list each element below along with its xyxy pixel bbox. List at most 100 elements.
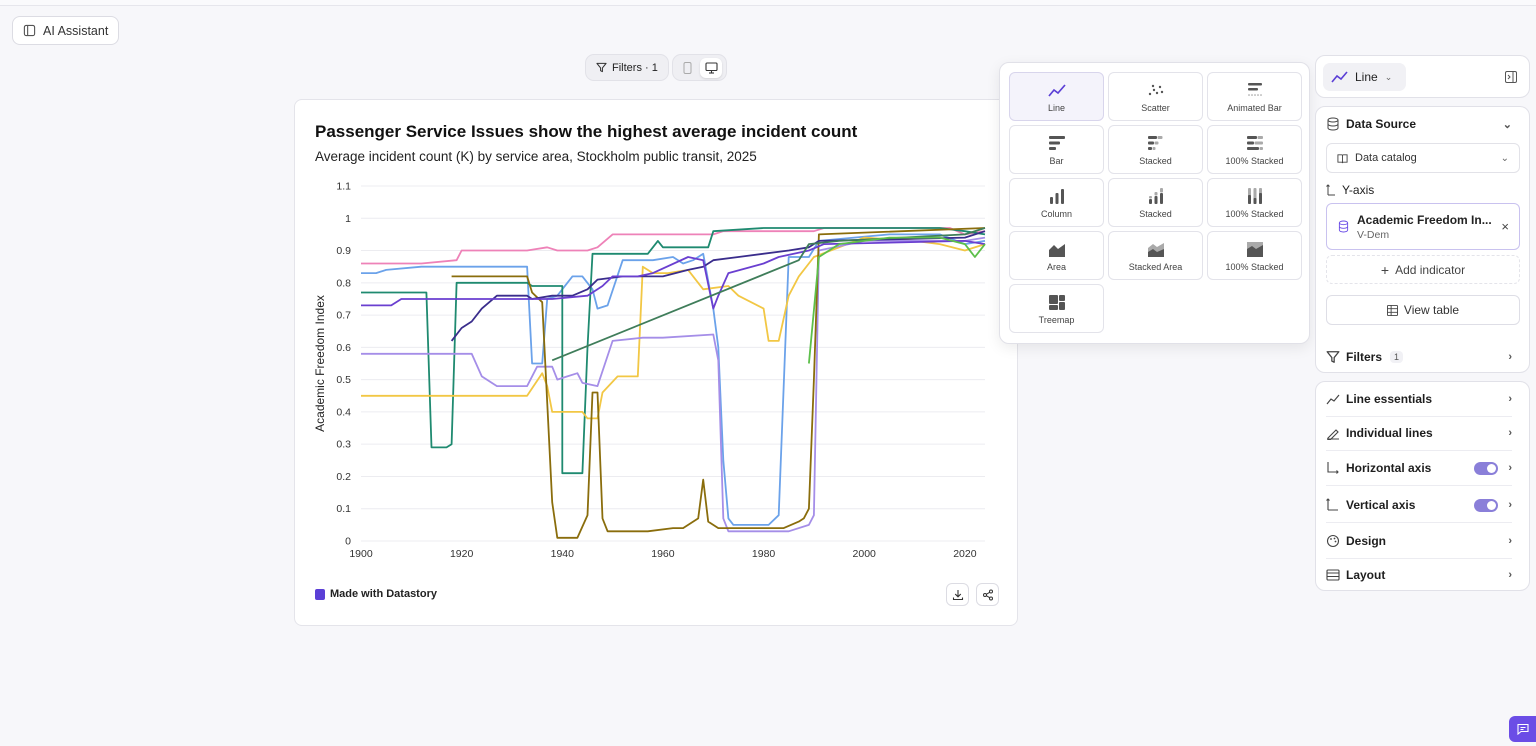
- filters-row[interactable]: Filters 1 ›: [1316, 348, 1522, 366]
- chart-type-100-stacked-option[interactable]: 100% Stacked: [1207, 231, 1302, 280]
- remove-indicator-icon[interactable]: ×: [1501, 219, 1509, 234]
- indicator-card[interactable]: Academic Freedom In... V-Dem ×: [1326, 203, 1520, 250]
- filter-icon: [596, 62, 607, 73]
- brand-badge[interactable]: Made with Datastory: [315, 588, 437, 600]
- chevron-right-icon: ›: [1508, 462, 1512, 474]
- filters-label: Filters · 1: [612, 61, 658, 74]
- series-line-1[interactable]: [361, 227, 986, 265]
- x-tick-label: 1980: [752, 548, 776, 560]
- add-indicator-button[interactable]: + Add indicator: [1326, 255, 1520, 284]
- section-label: Horizontal axis: [1346, 461, 1432, 475]
- chart-type-100-stacked-option[interactable]: 100% Stacked: [1207, 178, 1302, 227]
- line-essentials-icon: [1326, 394, 1340, 405]
- mobile-view-button[interactable]: [677, 58, 699, 78]
- filters-button[interactable]: Filters · 1: [585, 54, 669, 81]
- data-source-header[interactable]: Data Source ⌄: [1316, 115, 1522, 133]
- series-line-3[interactable]: [361, 227, 986, 475]
- section-label: Vertical axis: [1346, 498, 1416, 512]
- animated-bar-icon: [1248, 83, 1262, 96]
- y-tick-label: 0.4: [336, 406, 351, 418]
- section-toggle[interactable]: [1474, 461, 1498, 475]
- section-line-essentials[interactable]: Line essentials ›: [1316, 390, 1522, 408]
- chart-type-line-option[interactable]: Line: [1009, 72, 1104, 121]
- filters-row-label: Filters: [1346, 350, 1383, 364]
- share-icon: [982, 589, 993, 600]
- chart-type-stacked-area-option[interactable]: Stacked Area: [1108, 231, 1203, 280]
- section-label: Layout: [1346, 568, 1386, 582]
- chart-type-column-option[interactable]: Column: [1009, 178, 1104, 227]
- vertical-axis-icon: [1326, 184, 1335, 196]
- series-line-10[interactable]: [808, 236, 986, 364]
- chevron-right-icon: ›: [1508, 351, 1512, 363]
- data-catalog-select[interactable]: Data catalog ⌄: [1326, 143, 1520, 173]
- filter-icon: [1326, 351, 1340, 363]
- x-tick-label: 1900: [349, 548, 373, 560]
- layout-icon: [1326, 569, 1340, 581]
- view-table-label: View table: [1403, 303, 1460, 317]
- section-design[interactable]: Design ›: [1316, 532, 1522, 550]
- section-vertical-axis[interactable]: Vertical axis ›: [1316, 496, 1522, 514]
- series-line-5[interactable]: [361, 236, 986, 533]
- stacked-column-icon: [1149, 188, 1163, 204]
- database-icon: [1338, 220, 1349, 233]
- chart-type-label: Stacked Area: [1128, 262, 1183, 272]
- section-individual-lines[interactable]: Individual lines ›: [1316, 424, 1522, 442]
- section-toggle[interactable]: [1474, 498, 1498, 512]
- chart-type-bar-option[interactable]: Bar: [1009, 125, 1104, 174]
- chart-type-treemap-option[interactable]: Treemap: [1009, 284, 1104, 333]
- chevron-right-icon: ›: [1508, 393, 1512, 405]
- chart-type-100-stacked-option[interactable]: 100% Stacked: [1207, 125, 1302, 174]
- chart-type-popup: Line Scatter Animated Bar Bar Stacked 100% St…: [999, 62, 1310, 344]
- ai-assistant-button[interactable]: AI Assistant: [12, 16, 120, 45]
- divider: [1326, 485, 1512, 486]
- series-line-8[interactable]: [361, 240, 986, 310]
- stacked-100-column-icon: [1248, 188, 1262, 204]
- feedback-button[interactable]: [1509, 716, 1536, 742]
- chart-type-label: 100% Stacked: [1225, 209, 1284, 219]
- chart-card: Passenger Service Issues show the highes…: [294, 99, 1018, 626]
- add-indicator-label: Add indicator: [1395, 262, 1466, 277]
- collapse-panel-icon[interactable]: [1505, 71, 1517, 83]
- chevron-down-icon: ⌄: [1502, 118, 1512, 131]
- y-tick-label: 0.6: [336, 342, 351, 354]
- divider: [1326, 450, 1512, 451]
- series-line-9[interactable]: [551, 227, 986, 362]
- share-button[interactable]: [976, 583, 999, 606]
- download-button[interactable]: [946, 583, 969, 606]
- vertical-axis-icon: [1326, 498, 1338, 511]
- y-tick-label: 1: [345, 213, 351, 225]
- series-line-6[interactable]: [451, 227, 986, 539]
- chart-type-dropdown[interactable]: Line ⌄: [1323, 63, 1406, 91]
- chevron-right-icon: ›: [1508, 569, 1512, 581]
- book-icon: [1337, 153, 1348, 163]
- data-source-label: Data Source: [1346, 117, 1417, 131]
- section-label: Individual lines: [1346, 426, 1433, 440]
- line-chart: 0 0.1 0.2 0.3 0.4 0.5 0.6 0.7 0.8 0.9 1 1.1 1900 1920…: [313, 181, 986, 560]
- y-tick-label: 0.1: [336, 503, 351, 515]
- line-chart-icon: [1331, 71, 1348, 83]
- series-line-2[interactable]: [361, 233, 986, 526]
- y-tick-label: 0.7: [336, 310, 351, 322]
- y-tick-label: 0.2: [336, 471, 351, 483]
- palette-icon: [1326, 534, 1340, 548]
- desktop-view-button[interactable]: [700, 57, 723, 78]
- x-tick-label: 2000: [853, 548, 877, 560]
- section-label: Design: [1346, 534, 1387, 548]
- y-tick-label: 0.8: [336, 277, 351, 289]
- chart-type-label: Line: [1355, 70, 1378, 84]
- chart-type-area-option[interactable]: Area: [1009, 231, 1104, 280]
- chart-type-scatter-option[interactable]: Scatter: [1108, 72, 1203, 121]
- y-axis-heading: Y-axis: [1326, 183, 1374, 197]
- sidebar-toggle-icon: [23, 24, 36, 37]
- chart-type-stacked-option[interactable]: Stacked: [1108, 178, 1203, 227]
- section-horizontal-axis[interactable]: Horizontal axis ›: [1316, 459, 1522, 477]
- chart-type-animated-bar-option[interactable]: Animated Bar: [1207, 72, 1302, 121]
- chart-type-stacked-option[interactable]: Stacked: [1108, 125, 1203, 174]
- section-layout[interactable]: Layout ›: [1316, 566, 1522, 584]
- y-tick-label: 0: [345, 536, 351, 548]
- scatter-icon: [1148, 84, 1164, 96]
- chart-type-label: Stacked: [1139, 156, 1172, 166]
- chart-type-label: 100% Stacked: [1225, 262, 1284, 272]
- chart-subtitle: Average incident count (K) by service ar…: [315, 149, 757, 164]
- view-table-button[interactable]: View table: [1326, 295, 1520, 325]
